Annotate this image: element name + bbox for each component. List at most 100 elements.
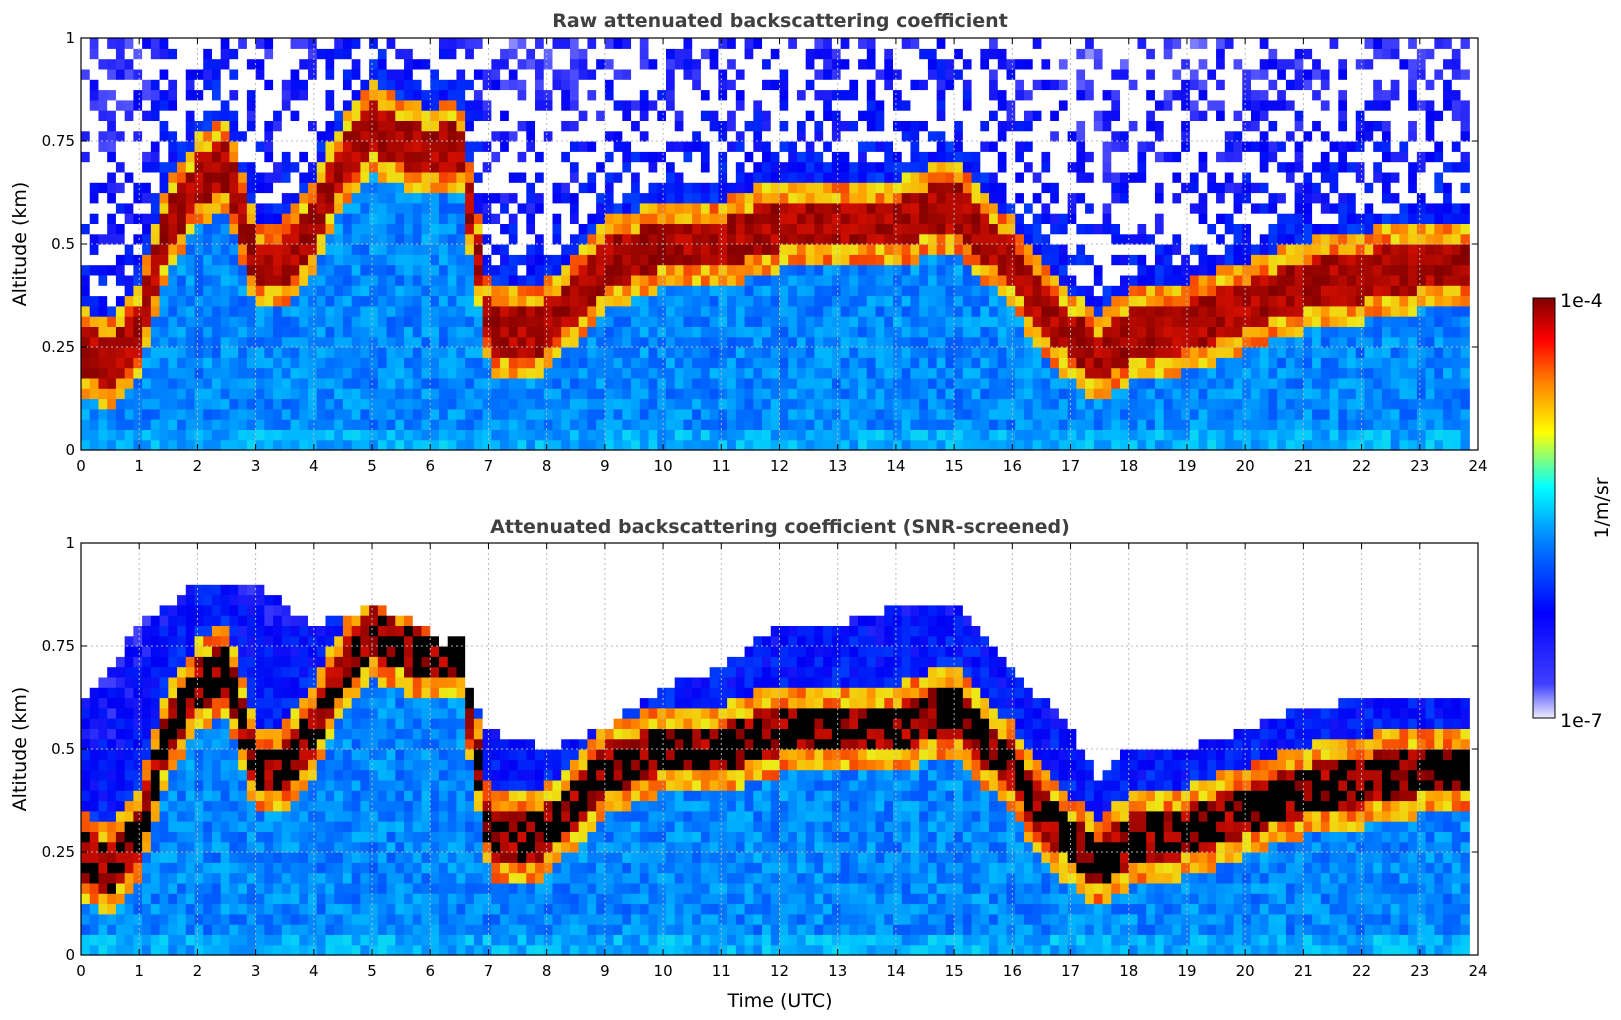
heatmap-cell xyxy=(962,388,973,400)
heatmap-cell xyxy=(421,254,431,266)
heatmap-cell xyxy=(115,357,126,369)
heatmap-cell xyxy=(185,264,196,276)
heatmap-cell xyxy=(709,233,719,245)
heatmap-cell xyxy=(762,151,772,163)
heatmap-cell xyxy=(211,336,222,348)
heatmap-cell xyxy=(334,110,344,121)
heatmap-cell xyxy=(325,202,335,214)
heatmap-cell xyxy=(753,58,763,70)
heatmap-cell xyxy=(613,388,623,400)
heatmap-cell xyxy=(692,357,702,369)
heatmap-cell xyxy=(1076,264,1086,276)
heatmap-cell xyxy=(238,336,248,348)
heatmap-cell xyxy=(1067,58,1077,70)
heatmap-cell xyxy=(543,419,554,430)
heatmap-cell xyxy=(229,388,239,400)
heatmap-cell xyxy=(386,161,396,173)
heatmap-cell xyxy=(255,110,265,121)
heatmap-cell xyxy=(788,151,798,163)
heatmap-cell xyxy=(997,233,1008,245)
heatmap-cell xyxy=(665,357,676,369)
heatmap-cell xyxy=(1154,398,1165,410)
heatmap-cell xyxy=(1041,233,1051,245)
heatmap-cell xyxy=(447,202,458,214)
heatmap-cell xyxy=(1041,285,1051,297)
heatmap-cell xyxy=(849,213,859,224)
heatmap-cell xyxy=(866,38,877,49)
heatmap-cell xyxy=(107,408,117,420)
heatmap-cell xyxy=(264,233,274,245)
heatmap-cell xyxy=(683,295,693,307)
heatmap-cell xyxy=(639,398,650,410)
heatmap-cell xyxy=(1120,439,1130,451)
heatmap-cell xyxy=(613,68,623,80)
heatmap-cell xyxy=(246,130,257,142)
heatmap-cell xyxy=(308,79,318,91)
heatmap-cell xyxy=(683,429,693,441)
heatmap-cell xyxy=(465,398,475,410)
heatmap-cell xyxy=(1146,141,1156,152)
heatmap-cell xyxy=(211,347,222,358)
heatmap-cell xyxy=(683,48,693,60)
heatmap-cell xyxy=(578,439,589,451)
heatmap-cell xyxy=(264,274,274,286)
heatmap-cell xyxy=(587,89,597,101)
heatmap-cell xyxy=(954,439,964,451)
heatmap-cell xyxy=(386,141,396,152)
heatmap-cell xyxy=(325,295,335,307)
heatmap-cell xyxy=(133,388,143,400)
heatmap-cell xyxy=(299,130,309,142)
heatmap-cell xyxy=(290,192,300,204)
heatmap-cell xyxy=(1093,120,1104,132)
heatmap-cell xyxy=(1137,171,1147,183)
heatmap-cell xyxy=(718,388,728,400)
heatmap-cell xyxy=(1032,264,1043,276)
heatmap-cell xyxy=(369,141,379,152)
heatmap-cell xyxy=(919,192,929,204)
heatmap-cell xyxy=(770,48,781,60)
heatmap-cell xyxy=(133,213,143,224)
heatmap-cell xyxy=(692,295,702,307)
heatmap-cell xyxy=(342,213,353,224)
heatmap-cell xyxy=(674,151,685,163)
heatmap-cell xyxy=(377,171,388,183)
heatmap-cell xyxy=(1050,99,1060,111)
heatmap-cell xyxy=(543,110,554,121)
heatmap-cell xyxy=(604,192,615,204)
heatmap-cell xyxy=(150,233,161,245)
heatmap-cell xyxy=(762,254,772,266)
heatmap-cell xyxy=(1085,336,1095,348)
heatmap-cell xyxy=(526,254,536,266)
heatmap-cell xyxy=(849,58,859,70)
heatmap-cell xyxy=(133,336,143,348)
heatmap-cell xyxy=(1154,68,1165,80)
heatmap-cell xyxy=(404,429,414,441)
heatmap-cell xyxy=(334,233,344,245)
heatmap-cell xyxy=(587,161,597,173)
heatmap-cell xyxy=(500,202,510,214)
heatmap-cell xyxy=(779,110,789,121)
heatmap-cell xyxy=(971,99,981,111)
heatmap-cell xyxy=(936,295,946,307)
heatmap-cell xyxy=(543,68,554,80)
heatmap-cell xyxy=(893,141,903,152)
heatmap-cell xyxy=(884,202,894,214)
heatmap-cell xyxy=(1163,182,1173,194)
heatmap-cell xyxy=(325,285,335,297)
heatmap-cell xyxy=(910,58,920,70)
heatmap-cell xyxy=(1128,264,1139,276)
heatmap-cell xyxy=(1163,171,1173,183)
heatmap-cell xyxy=(980,58,990,70)
heatmap-cell xyxy=(500,151,510,163)
heatmap-cell xyxy=(220,326,231,338)
heatmap-cell xyxy=(823,233,833,245)
heatmap-cell xyxy=(604,130,615,142)
heatmap-cell xyxy=(290,151,300,163)
heatmap-cell xyxy=(438,336,449,348)
heatmap-cell xyxy=(648,429,658,441)
heatmap-cell xyxy=(246,274,257,286)
heatmap-cell xyxy=(334,254,344,266)
heatmap-cell xyxy=(1076,357,1086,369)
heatmap-cell xyxy=(465,233,475,245)
heatmap-cell xyxy=(700,99,711,111)
